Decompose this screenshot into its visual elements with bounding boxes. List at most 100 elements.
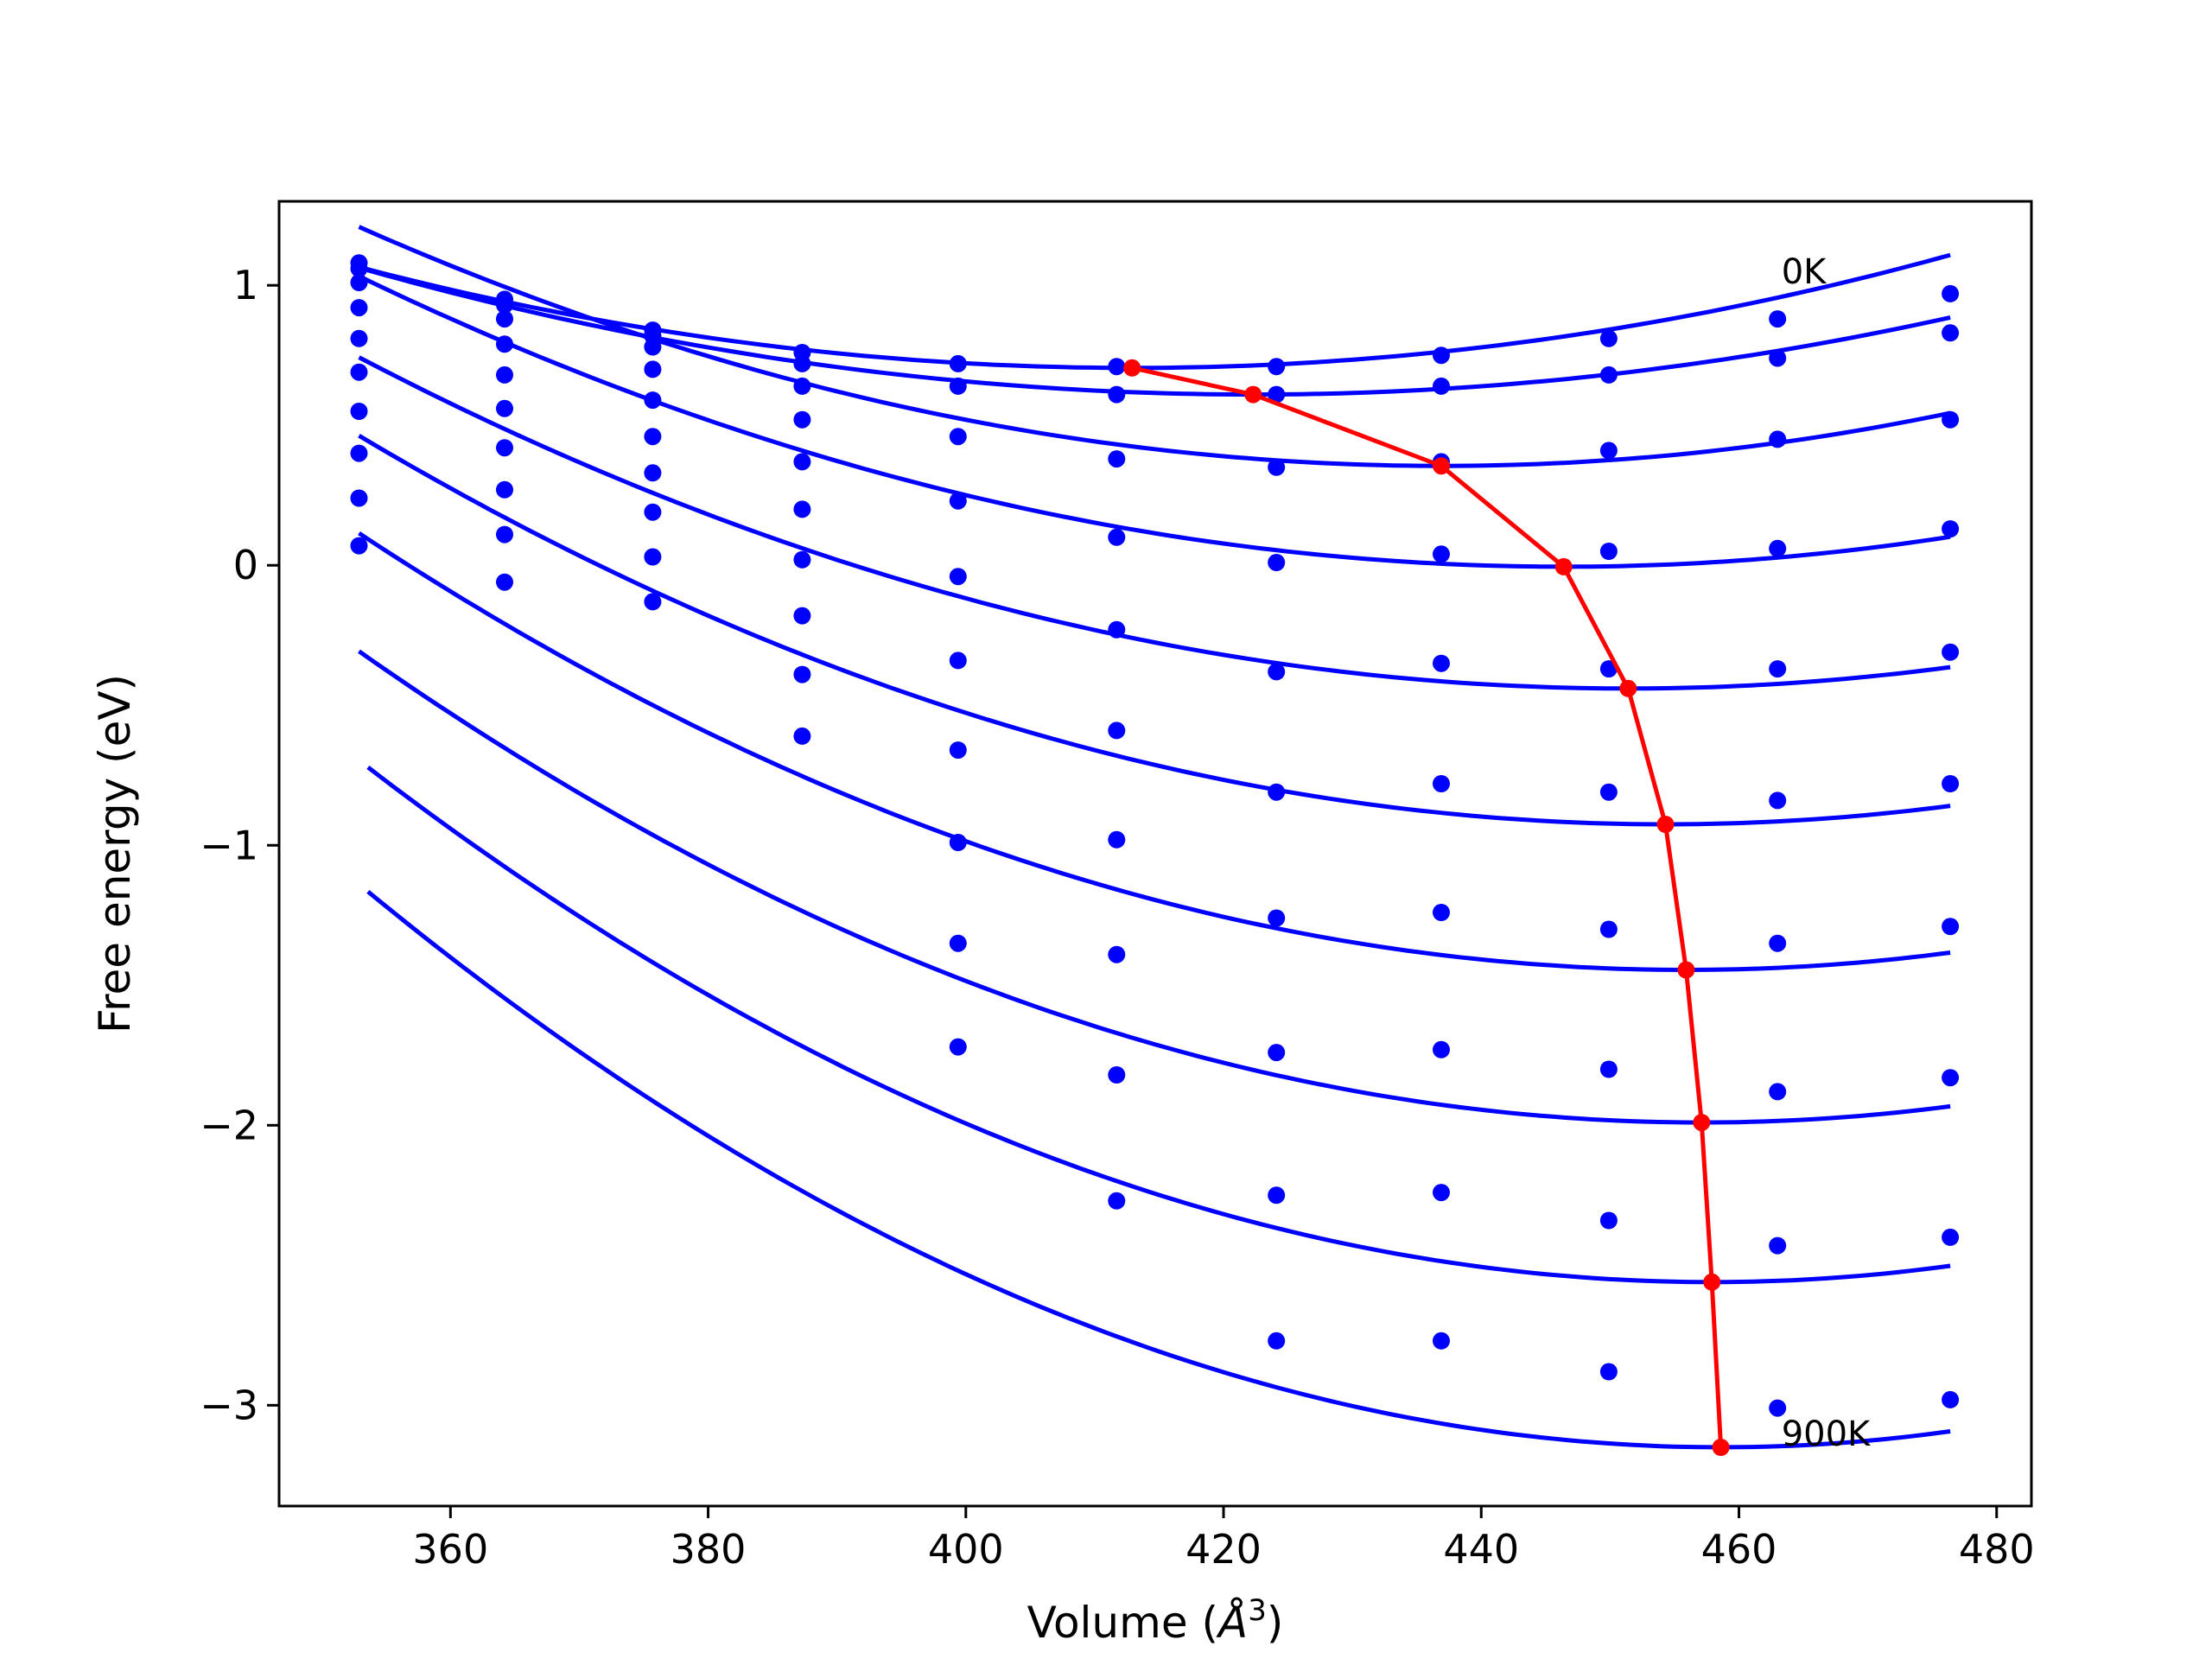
minimum-point-6 xyxy=(1677,961,1695,979)
data-point-0K-6 xyxy=(1268,358,1286,376)
x-tick-label-400: 400 xyxy=(928,1526,1004,1573)
data-point-0K-5 xyxy=(1108,358,1126,376)
data-point-100K-8 xyxy=(1599,365,1618,384)
data-point-100K-6 xyxy=(1268,385,1286,404)
data-point-200K-9 xyxy=(1769,430,1787,448)
minimum-point-3 xyxy=(1554,557,1573,575)
data-point-900K-10 xyxy=(1942,1390,1960,1408)
data-point-800K-1 xyxy=(496,525,513,543)
data-point-300K-6 xyxy=(1268,554,1286,571)
data-point-400K-0 xyxy=(350,329,368,347)
data-point-100K-4 xyxy=(949,377,967,395)
data-point-200K-8 xyxy=(1599,442,1618,460)
fit-curve-500K xyxy=(358,434,1951,827)
data-point-400K-5 xyxy=(1108,620,1126,639)
data-point-800K-8 xyxy=(1599,1211,1618,1230)
axes-frame xyxy=(277,200,2033,1508)
data-point-100K-3 xyxy=(793,354,811,372)
y-axis-label: Free energy (eV) xyxy=(90,674,140,1033)
data-point-500K-10 xyxy=(1942,775,1960,792)
data-point-900K-7 xyxy=(1433,1332,1450,1350)
data-point-300K-2 xyxy=(644,360,662,378)
data-point-900K-5 xyxy=(1108,1192,1126,1210)
x-tick-label-480: 480 xyxy=(1959,1526,2035,1573)
data-point-400K-1 xyxy=(496,365,513,384)
data-point-300K-10 xyxy=(1942,520,1960,538)
data-point-700K-4 xyxy=(949,834,967,851)
data-point-800K-10 xyxy=(1942,1228,1960,1246)
minimum-point-5 xyxy=(1656,816,1675,833)
data-point-800K-2 xyxy=(644,548,662,566)
data-point-0K-7 xyxy=(1433,346,1450,365)
data-point-900K-4 xyxy=(949,1038,967,1056)
data-point-500K-9 xyxy=(1769,791,1787,810)
data-point-600K-2 xyxy=(644,464,662,482)
data-point-200K-2 xyxy=(644,338,662,356)
data-point-600K-0 xyxy=(350,403,368,420)
data-point-500K-0 xyxy=(350,363,368,381)
data-point-300K-7 xyxy=(1433,545,1450,563)
data-point-600K-8 xyxy=(1599,920,1618,938)
data-point-600K-10 xyxy=(1942,918,1960,936)
data-point-700K-0 xyxy=(350,444,368,462)
data-point-600K-7 xyxy=(1433,904,1450,921)
data-point-700K-2 xyxy=(644,503,662,521)
data-point-900K-8 xyxy=(1599,1363,1618,1381)
data-point-800K-9 xyxy=(1769,1236,1787,1255)
data-point-600K-6 xyxy=(1268,909,1286,927)
data-point-600K-5 xyxy=(1108,830,1126,849)
data-point-100K-0 xyxy=(350,259,368,277)
minimum-point-4 xyxy=(1619,679,1637,697)
data-point-700K-7 xyxy=(1433,1040,1450,1058)
data-point-500K-5 xyxy=(1108,721,1126,740)
data-point-800K-4 xyxy=(949,934,967,952)
data-point-500K-4 xyxy=(949,652,967,670)
data-point-500K-6 xyxy=(1268,783,1286,801)
y-tick-label-4: −3 xyxy=(200,1382,258,1428)
fit-curve-400K xyxy=(358,355,1951,691)
minima-line xyxy=(1131,365,1724,1448)
data-point-0K-4 xyxy=(949,354,967,372)
data-point-900K-0 xyxy=(350,537,368,555)
data-point-0K-10 xyxy=(1942,284,1960,302)
data-point-400K-10 xyxy=(1942,643,1960,661)
data-point-900K-6 xyxy=(1268,1332,1286,1350)
data-point-900K-1 xyxy=(496,573,513,591)
data-point-900K-3 xyxy=(793,727,811,745)
tick-layer: 360 380 400 420 440 460 480 1 0 −1 −2 −3 xyxy=(200,262,2034,1573)
data-point-300K-4 xyxy=(949,492,967,510)
data-point-800K-5 xyxy=(1108,1066,1126,1084)
annotation-900k: 900K xyxy=(1782,1414,1872,1454)
data-point-0K-8 xyxy=(1599,329,1618,347)
minimum-point-2 xyxy=(1433,457,1450,475)
data-point-300K-9 xyxy=(1769,539,1787,557)
data-point-900K-2 xyxy=(644,593,662,611)
y-tick-label-0: 1 xyxy=(233,262,258,308)
data-point-700K-6 xyxy=(1268,1044,1286,1062)
data-point-400K-3 xyxy=(793,453,811,471)
data-point-200K-0 xyxy=(350,274,368,291)
data-point-600K-3 xyxy=(793,550,811,569)
data-point-200K-10 xyxy=(1942,410,1960,429)
fit-curve-800K xyxy=(366,766,1951,1285)
minimum-point-0 xyxy=(1123,359,1141,377)
fit-curve-200K xyxy=(358,225,1951,468)
annotation-0k: 0K xyxy=(1782,252,1827,292)
x-tick-label-420: 420 xyxy=(1185,1526,1262,1573)
data-point-600K-1 xyxy=(496,439,513,457)
minimum-point-9 xyxy=(1712,1439,1730,1456)
data-point-100K-9 xyxy=(1769,349,1787,367)
data-point-500K-2 xyxy=(644,428,662,446)
data-point-300K-8 xyxy=(1599,543,1618,560)
y-tick-label-3: −2 xyxy=(200,1102,258,1148)
data-point-300K-0 xyxy=(350,299,368,317)
data-point-400K-9 xyxy=(1769,660,1787,678)
data-point-400K-4 xyxy=(949,568,967,586)
data-point-700K-3 xyxy=(793,607,811,625)
data-point-400K-2 xyxy=(644,391,662,410)
data-point-800K-3 xyxy=(793,665,811,683)
fit-curve-900K xyxy=(366,889,1951,1450)
data-point-800K-6 xyxy=(1268,1186,1286,1205)
